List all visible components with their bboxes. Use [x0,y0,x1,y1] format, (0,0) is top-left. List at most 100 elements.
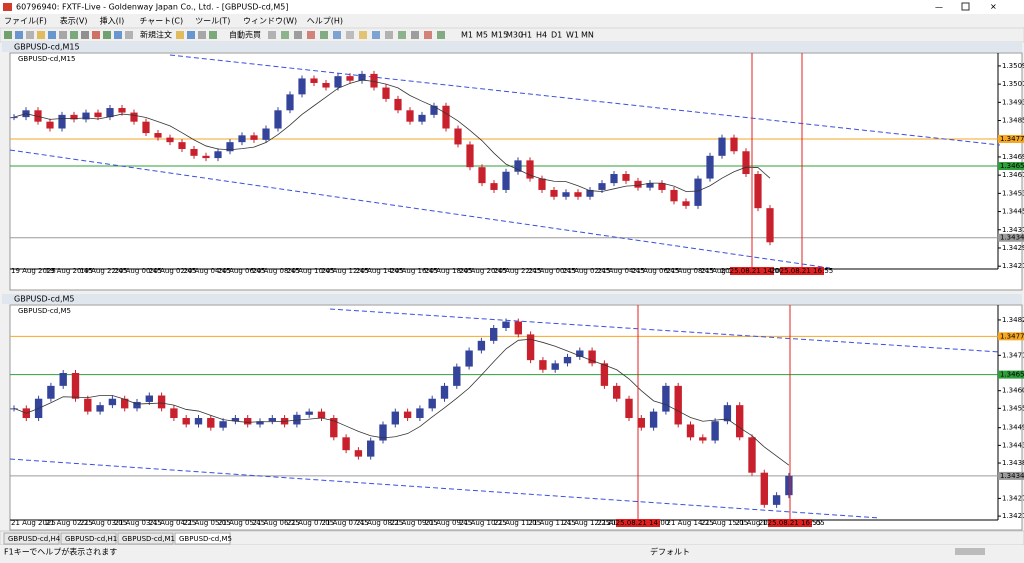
toolbar-icon[interactable] [424,31,432,39]
time-label: 20 Aug 12:45 [322,267,369,275]
tabs: GBPUSD-cd,H4 GBPUSD-cd,H1 GBPUSD-cd,M15 GBP… [3,532,232,545]
candle [190,148,198,156]
time-label: 20 Aug 10:45 [287,267,334,275]
marker-label: 2025.08.21 14:00 [607,519,669,527]
toolbar-icon[interactable] [209,31,217,39]
tab[interactable] [117,532,174,545]
marker-label: 2025.08.21 14:00 [721,267,783,275]
minimize[interactable]: — [935,3,943,12]
tab-label[interactable]: GBPUSD-cd,H1 [65,535,117,543]
toolbar-button[interactable]: 自動売買 [229,30,261,40]
toolbar-icon[interactable] [411,31,419,39]
maximize[interactable] [961,2,970,11]
timeframe-button[interactable]: M1 [461,31,473,40]
time-label: 21 Aug 11:45 [529,519,576,527]
toolbar-icon[interactable] [37,31,45,39]
time-label: 21 Aug 07:05 [287,519,334,527]
toolbar-icon[interactable] [176,31,184,39]
candle [268,418,276,422]
toolbar-icon[interactable] [268,31,276,39]
tab[interactable] [3,532,60,545]
tab[interactable] [174,532,231,545]
timeframe-button[interactable]: M5 [476,31,488,40]
menu-item[interactable]: ヘルプ(H) [307,17,343,26]
candle [588,350,596,364]
menu-item[interactable]: ツール(T) [195,17,230,26]
toolbar-icon[interactable] [92,31,100,39]
close[interactable]: ✕ [990,3,997,12]
candle [130,112,138,122]
y-tick-label: 1.34615 [1002,171,1024,179]
toolbar-icon[interactable] [187,31,195,39]
time-label: 21 Aug 04:25 [149,519,196,527]
tab-label[interactable]: GBPUSD-cd,M15 [122,535,179,543]
toolbar-icon[interactable] [385,31,393,39]
toolbar-icon[interactable] [48,31,56,39]
chart-label: GBPUSD-cd,M5 [18,307,71,315]
menu-item[interactable]: 表示(V) [60,16,88,26]
timeframe-button[interactable]: D1 [551,31,562,40]
toolbar-icon[interactable] [125,31,133,39]
y-tick-label: 1.34215 [1002,512,1024,520]
candle [256,421,264,425]
tab[interactable] [60,532,117,545]
candle [226,142,234,152]
connection-indicator [955,548,985,555]
toolbar-icon[interactable] [70,31,78,39]
trend-line [9,458,881,519]
candle [574,192,582,197]
toolbar-icon[interactable] [26,31,34,39]
price-level-label: 1.34655 [1000,162,1024,170]
y-tick-label: 1.34455 [1002,208,1024,216]
toolbar-icon[interactable] [333,31,341,39]
toolbar-icon[interactable] [15,31,23,39]
timeframe-button[interactable]: M30 [506,31,523,40]
menu-item[interactable]: チャート(C) [139,17,183,26]
menu-bar: ファイル(F) 表示(V) 挿入(I) チャート(C) ツール(T) ウィンドウ(W) ヘル… [4,16,343,26]
timeframe-button[interactable]: M15 [491,31,508,40]
toolbar-icon[interactable] [398,31,406,39]
timeframe-button[interactable]: MN [581,31,594,40]
candle [182,418,190,425]
toolbar-icon[interactable] [81,31,89,39]
candle [10,117,18,119]
menu-item[interactable]: 挿入(I) [100,16,125,26]
menu-item[interactable]: ウィンドウ(W) [243,17,297,26]
toolbar-icon[interactable] [4,31,12,39]
toolbar-icon[interactable] [437,31,445,39]
toolbar-icon[interactable] [198,31,206,39]
toolbar-button[interactable]: 新規注文 [140,30,172,40]
timeframe-button[interactable]: H4 [536,31,547,40]
candle [394,98,402,111]
y-tick-label: 1.34550 [1002,404,1024,412]
tab-label[interactable]: GBPUSD-cd,M5 [179,535,232,543]
candle [121,398,129,409]
toolbar-icon[interactable] [59,31,67,39]
marker-tag [730,267,774,275]
candle [754,174,762,209]
toolbar-icon[interactable] [320,31,328,39]
candle [442,105,450,129]
toolbar-icon[interactable] [307,31,315,39]
candle [539,360,547,370]
toolbar-icon[interactable] [359,31,367,39]
tab-label[interactable]: GBPUSD-cd,H4 [8,535,61,543]
menu-item[interactable]: ファイル(F) [4,17,47,26]
candle [231,418,240,422]
candle [194,418,203,425]
price-level-tag [998,370,1024,379]
timeframe-button[interactable]: W1 [566,31,579,40]
toolbar-icon[interactable] [114,31,122,39]
timeframe-button[interactable]: H1 [521,31,532,40]
toolbar-icon[interactable] [103,31,111,39]
time-label: 21 Aug 03:45 [115,519,162,527]
time-label: 21 Aug 11:05 [494,519,541,527]
toolbar-icon[interactable] [294,31,302,39]
candle [274,110,282,129]
candle [563,356,572,364]
price-level-tag [998,471,1024,480]
toolbar-icon[interactable] [372,31,380,39]
toolbar-icon[interactable] [281,31,289,39]
status-help: F1キーでヘルプが表示されます [4,547,117,557]
toolbar-icon[interactable] [346,31,354,39]
